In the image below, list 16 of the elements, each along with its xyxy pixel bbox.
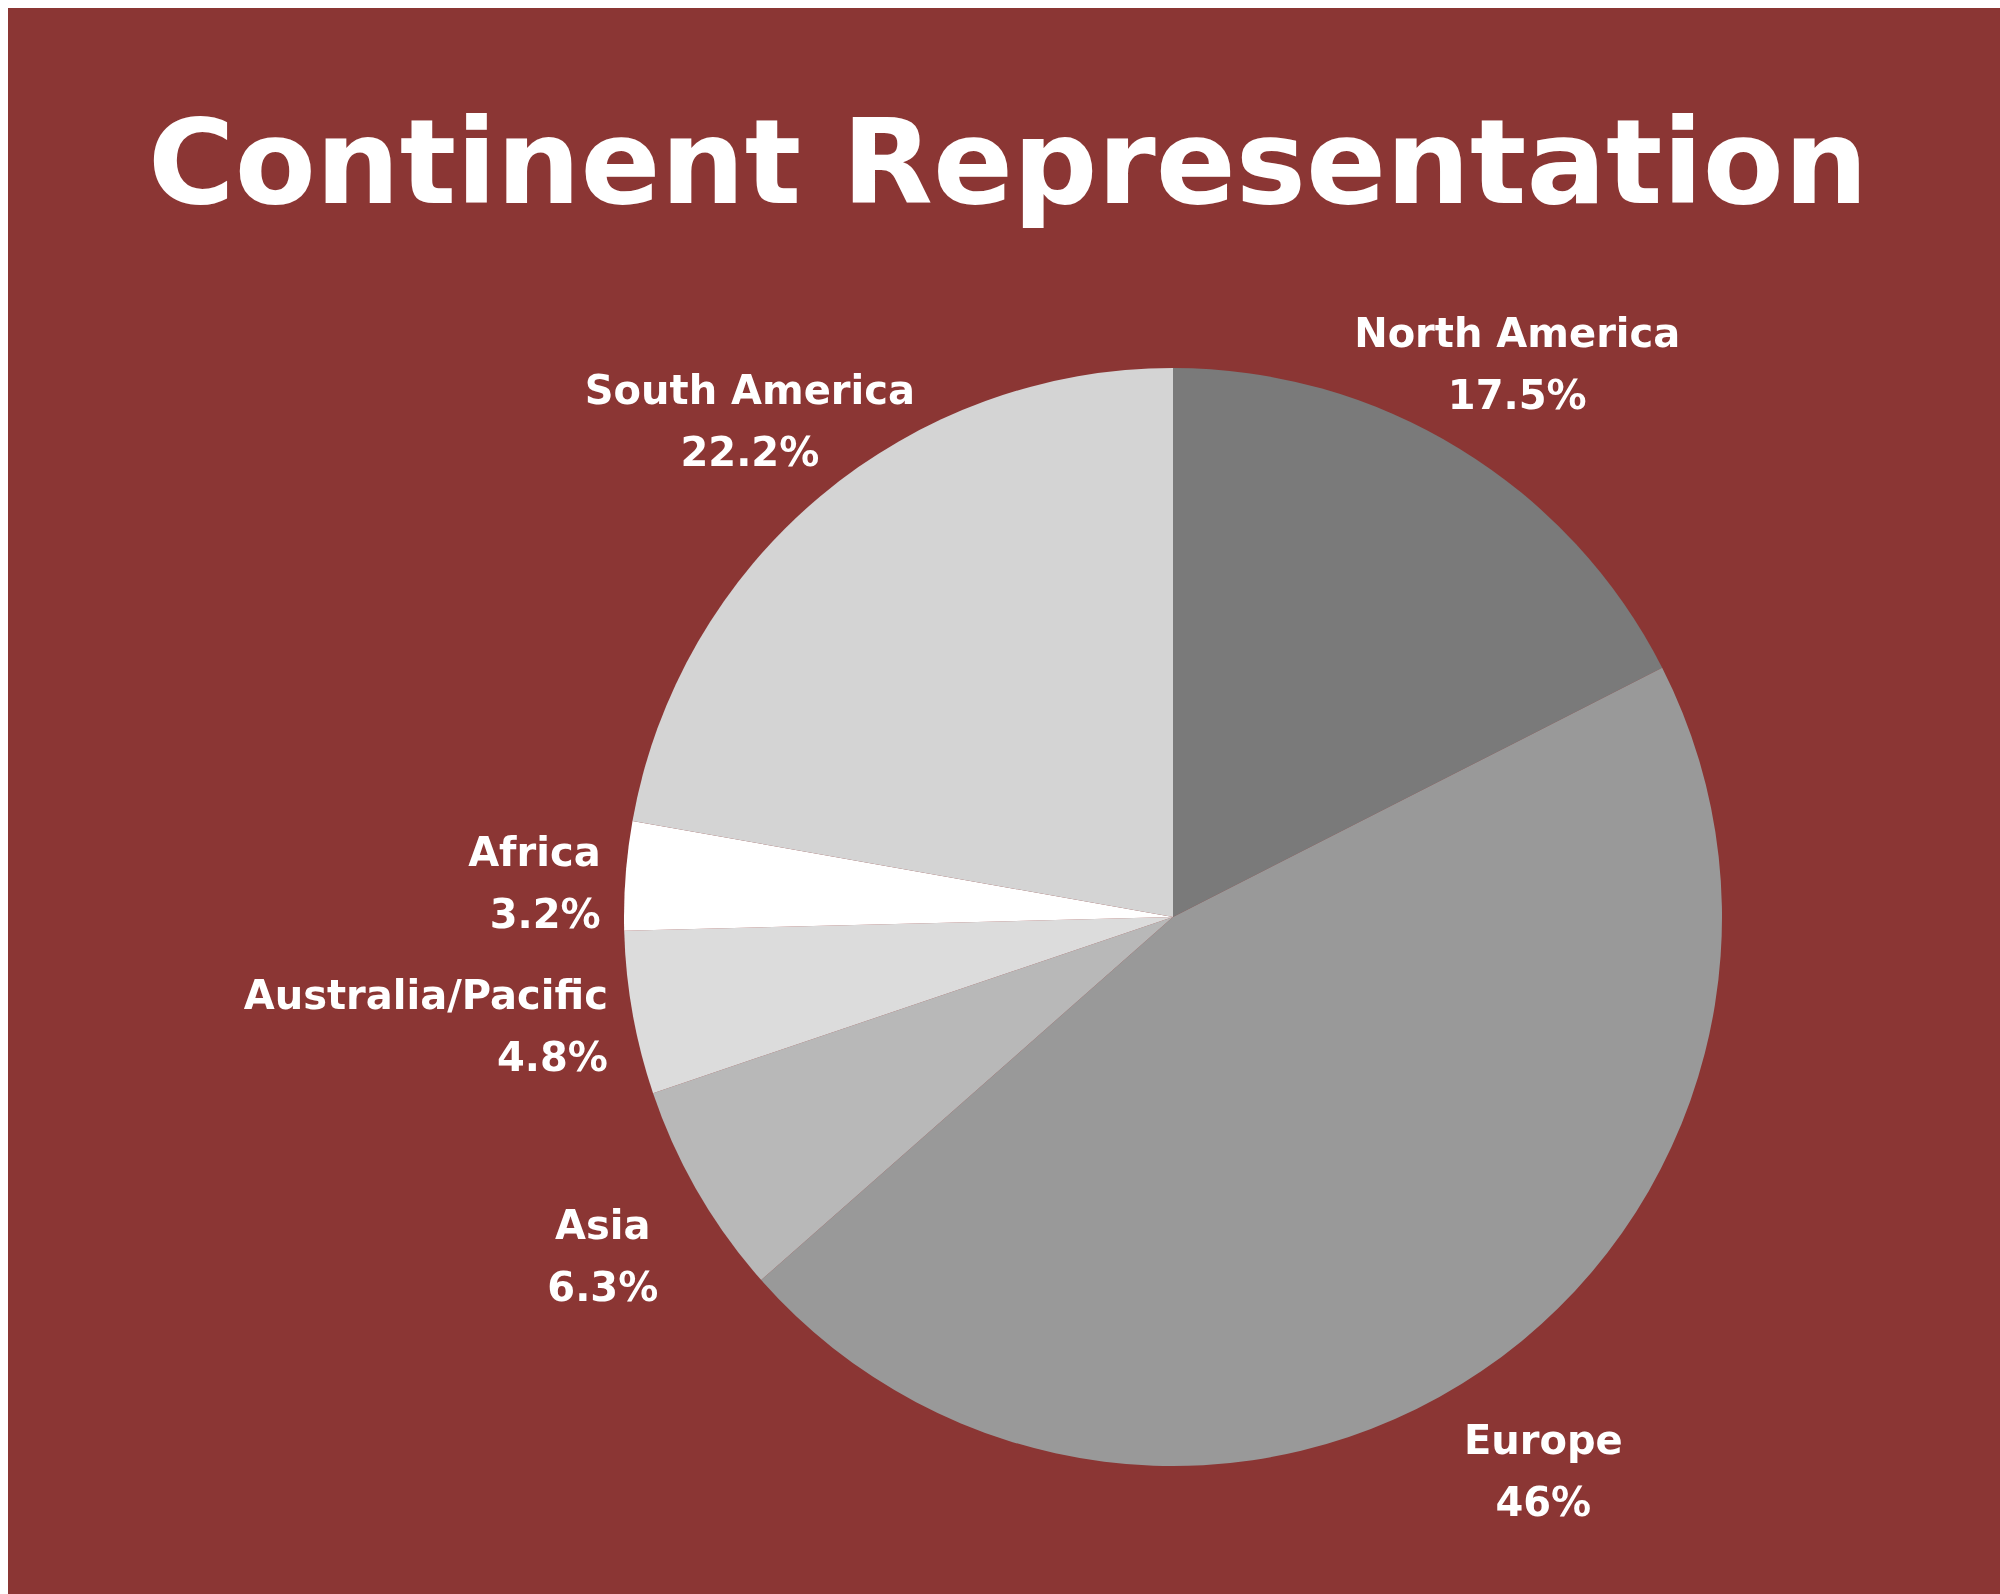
data-label: 17.5% xyxy=(1447,372,1587,419)
data-label: 3.2% xyxy=(489,890,601,937)
slice-label: Asia xyxy=(555,1202,651,1248)
slice-label: Australia/Pacific xyxy=(243,972,608,1019)
pie-slice xyxy=(761,667,1722,1466)
slice-label: North America xyxy=(1354,310,1681,357)
slice-label: Africa xyxy=(468,828,601,875)
data-label: 6.3% xyxy=(547,1264,659,1310)
slice-label: Europe xyxy=(1463,1416,1623,1463)
pie-slice xyxy=(1173,368,1663,917)
pie-slice xyxy=(624,820,1173,931)
chart-title: Continent Representation xyxy=(148,93,1868,231)
data-label: 46% xyxy=(1495,1478,1592,1525)
data-label: 4.8% xyxy=(496,1034,608,1081)
slice-label: South America xyxy=(584,367,915,414)
data-label: 22.2% xyxy=(680,429,820,476)
